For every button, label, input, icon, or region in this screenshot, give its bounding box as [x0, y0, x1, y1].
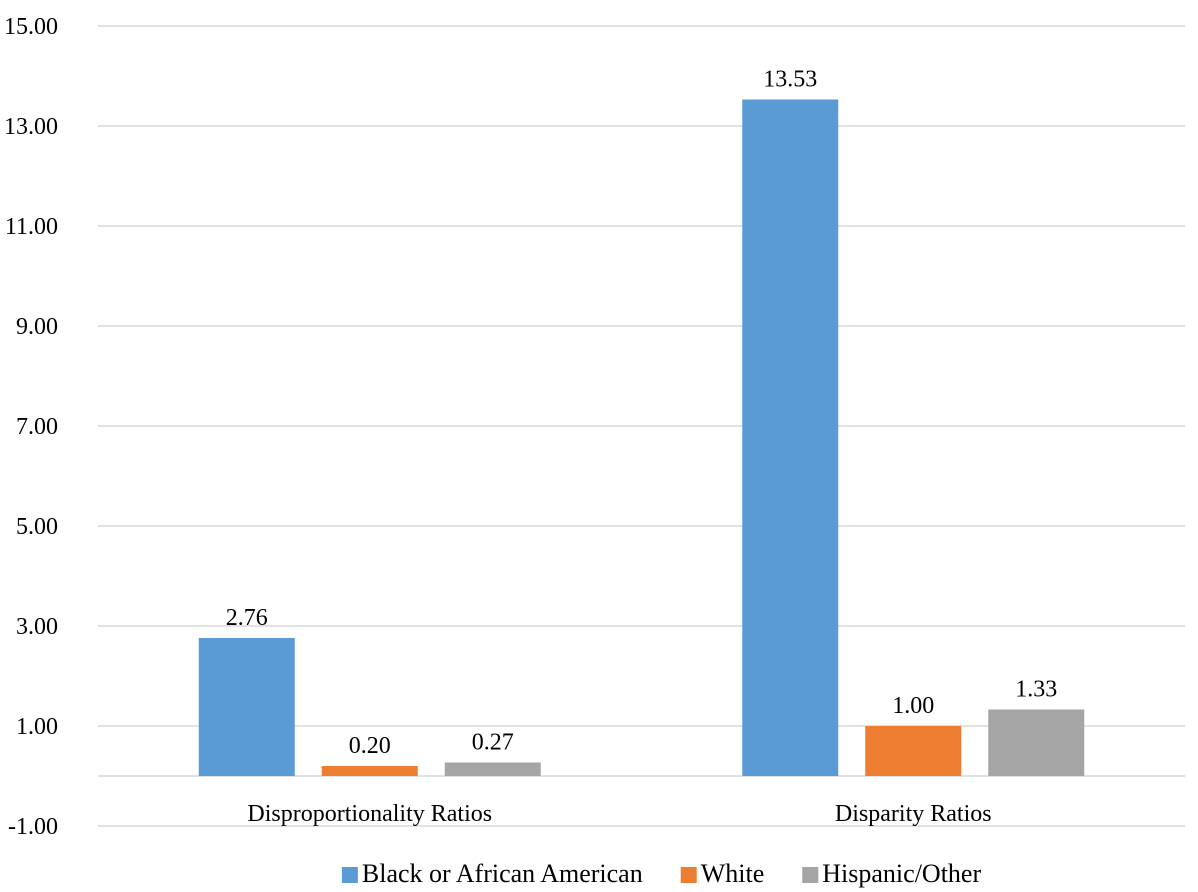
- category-label: Disproportionality Ratios: [247, 801, 492, 827]
- legend-label: Black or African American: [362, 859, 643, 888]
- y-tick-label: 7.00: [16, 414, 58, 440]
- legend-item: Hispanic/Other: [802, 859, 981, 888]
- y-tick-label: 13.00: [4, 114, 58, 140]
- y-tick-label: 1.00: [16, 714, 58, 740]
- bar: [988, 709, 1085, 776]
- data-label: 13.53: [763, 67, 817, 93]
- legend: Black or African American White Hispanic/O…: [341, 859, 981, 888]
- bars: [198, 99, 1085, 776]
- bar: [865, 726, 962, 776]
- y-tick-label: 15.00: [4, 14, 58, 40]
- legend-item: White: [680, 859, 765, 888]
- legend-swatch: [680, 867, 697, 883]
- data-label: 0.20: [349, 733, 391, 759]
- legend-swatch: [341, 867, 358, 883]
- bar: [198, 638, 295, 776]
- data-label: 0.27: [472, 730, 514, 756]
- y-tick-label: 9.00: [16, 314, 58, 340]
- y-tick-label: 11.00: [5, 214, 58, 240]
- data-label: 1.00: [892, 693, 934, 719]
- y-tick-label: -1.00: [8, 814, 58, 840]
- bar: [321, 766, 418, 776]
- data-labels: 2.76 0.20 0.27 13.53 1.00 1.33: [226, 67, 1058, 760]
- bar: [742, 99, 839, 776]
- category-label: Disparity Ratios: [835, 801, 992, 827]
- legend-swatch: [802, 867, 819, 883]
- legend-item: Black or African American: [341, 859, 643, 888]
- y-tick-label: 5.00: [16, 514, 58, 540]
- legend-label: Hispanic/Other: [822, 859, 981, 888]
- legend-label: White: [701, 859, 765, 888]
- y-tick-label: 3.00: [16, 614, 58, 640]
- data-label: 1.33: [1015, 677, 1057, 703]
- data-label: 2.76: [226, 605, 268, 631]
- bar: [444, 762, 541, 776]
- category-labels: Disproportionality Ratios Disparity Ratio…: [247, 801, 991, 827]
- y-axis-ticks: -1.00 1.00 3.00 5.00 7.00 9.00 11.00 13.00 15.00: [4, 14, 58, 840]
